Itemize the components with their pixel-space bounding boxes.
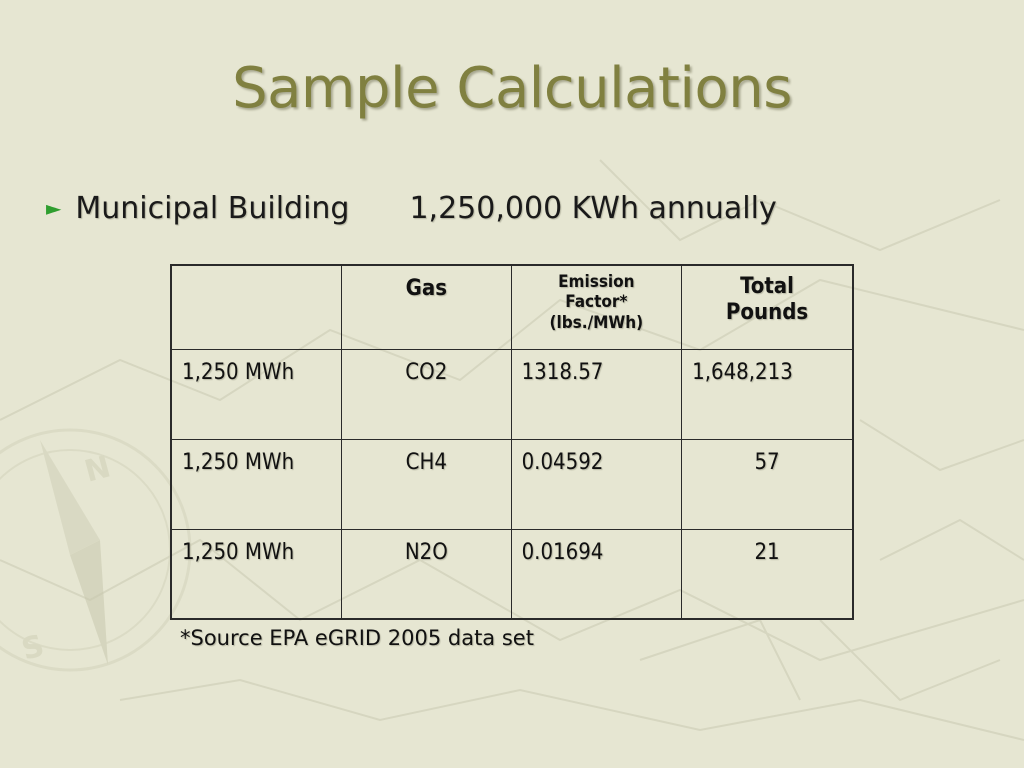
amount-value: 1,250 MWh (182, 539, 295, 565)
gas-value: CO2 (405, 359, 448, 385)
header-total-pounds: Total Pounds (681, 264, 854, 350)
factor-value: 1318.57 (521, 359, 604, 385)
cell-gas: CH4 (341, 438, 512, 530)
source-footnote: *Source EPA eGRID 2005 data set (180, 626, 534, 650)
header-emission-factor: Emission Factor* (lbs./MWh) (510, 264, 683, 350)
header-factor-line-2: Factor* (565, 292, 628, 313)
factor-value: 0.04592 (521, 449, 604, 475)
total-value: 1,648,213 (692, 359, 793, 385)
triangle-right-bullet-icon: ► (46, 196, 62, 220)
cell-total: 1,648,213 (681, 348, 854, 440)
annual-usage-value: 1,250,000 KWh annually (409, 190, 777, 226)
cell-amount: 1,250 MWh (170, 438, 343, 530)
bullet-item: ► Municipal Building 1,250,000 KWh annua… (46, 188, 777, 228)
gas-value: CH4 (405, 449, 447, 475)
cell-factor: 0.04592 (510, 438, 683, 530)
header-total-line-1: Total (740, 274, 794, 299)
header-empty (170, 264, 343, 350)
svg-text:N: N (81, 449, 114, 489)
cell-amount: 1,250 MWh (170, 528, 343, 620)
slide-title: Sample Calculations (232, 56, 792, 121)
table-header-row: Gas Emission Factor* (lbs./MWh) Total Po… (170, 264, 854, 350)
cell-total: 57 (681, 438, 854, 530)
cell-amount: 1,250 MWh (170, 348, 343, 440)
building-label: Municipal Building (75, 190, 350, 226)
table-row: 1,250 MWh CO2 1318.57 1,648,213 (170, 348, 854, 440)
header-total-label: Total Pounds (682, 266, 852, 327)
emissions-table: Gas Emission Factor* (lbs./MWh) Total Po… (170, 264, 854, 620)
header-factor-line-3: (lbs./MWh) (549, 312, 644, 333)
cell-gas: N2O (341, 528, 512, 620)
amount-value: 1,250 MWh (182, 359, 295, 385)
factor-value: 0.01694 (521, 539, 604, 565)
total-value: 57 (754, 449, 780, 475)
header-emission-factor-label: Emission Factor* (lbs./MWh) (512, 266, 682, 333)
cell-total: 21 (681, 528, 854, 620)
table-row: 1,250 MWh CH4 0.04592 57 (170, 438, 854, 530)
table-row: 1,250 MWh N2O 0.01694 21 (170, 528, 854, 620)
amount-value: 1,250 MWh (182, 449, 295, 475)
header-factor-line-1: Emission (558, 272, 635, 292)
cell-factor: 1318.57 (510, 348, 683, 440)
header-total-line-2: Pounds (725, 300, 809, 326)
gas-value: N2O (404, 539, 448, 565)
cell-gas: CO2 (341, 348, 512, 440)
cell-factor: 0.01694 (510, 528, 683, 620)
compass-icon: N S (0, 428, 192, 672)
total-value: 21 (754, 539, 780, 565)
header-gas-label: Gas (405, 276, 447, 301)
header-gas: Gas (341, 264, 512, 350)
